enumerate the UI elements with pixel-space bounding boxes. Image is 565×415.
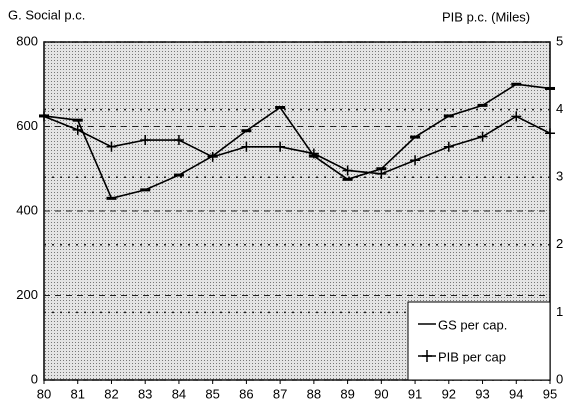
marker xyxy=(275,141,286,152)
marker xyxy=(173,135,184,146)
marker xyxy=(140,135,151,146)
marker xyxy=(443,141,454,152)
x-tick-label: 95 xyxy=(543,386,557,401)
x-tick-label: 83 xyxy=(138,386,152,401)
marker xyxy=(241,141,252,152)
legend-label: GS per cap. xyxy=(438,317,507,332)
x-tick-label: 89 xyxy=(340,386,354,401)
y2-tick-label: 3 xyxy=(556,169,563,184)
series-line xyxy=(43,83,551,200)
marker xyxy=(477,131,488,142)
marker xyxy=(308,148,319,159)
marker xyxy=(39,111,49,122)
y2-tick-label: 4 xyxy=(556,101,563,116)
series-line xyxy=(43,115,551,175)
y2-tick-label: 1 xyxy=(556,304,563,319)
x-tick-label: 90 xyxy=(374,386,388,401)
marker xyxy=(410,155,421,166)
y2-axis-title: PIB p.c. (Miles) xyxy=(442,9,530,24)
x-tick-label: 87 xyxy=(273,386,287,401)
marker xyxy=(342,165,353,176)
x-tick-label: 92 xyxy=(442,386,456,401)
x-tick-label: 84 xyxy=(172,386,186,401)
marker xyxy=(511,111,522,122)
x-tick-label: 94 xyxy=(509,386,523,401)
marker xyxy=(376,168,387,179)
y-axis-title: G. Social p.c. xyxy=(8,7,85,22)
y-tick-label: 200 xyxy=(16,287,38,302)
x-tick-label: 86 xyxy=(239,386,253,401)
y-tick-label: 400 xyxy=(16,202,38,217)
y-tick-label: 0 xyxy=(31,371,38,386)
marker xyxy=(545,128,555,139)
x-tick-label: 81 xyxy=(70,386,84,401)
x-tick-label: 85 xyxy=(205,386,219,401)
y-tick-label: 800 xyxy=(16,33,38,48)
legend-marker xyxy=(422,350,432,362)
x-tick-label: 82 xyxy=(104,386,118,401)
marker xyxy=(106,141,117,152)
legend-box xyxy=(407,301,551,381)
x-tick-label: 93 xyxy=(475,386,489,401)
y2-tick-label: 5 xyxy=(556,33,563,48)
legend-label: PIB per cap xyxy=(438,349,506,364)
y-tick-label: 600 xyxy=(16,118,38,133)
marker xyxy=(207,151,218,162)
y2-tick-label: 0 xyxy=(556,371,563,386)
x-tick-label: 91 xyxy=(408,386,422,401)
y2-tick-label: 2 xyxy=(556,236,563,251)
x-tick-label: 80 xyxy=(37,386,51,401)
marker xyxy=(72,124,83,135)
x-tick-label: 88 xyxy=(307,386,321,401)
